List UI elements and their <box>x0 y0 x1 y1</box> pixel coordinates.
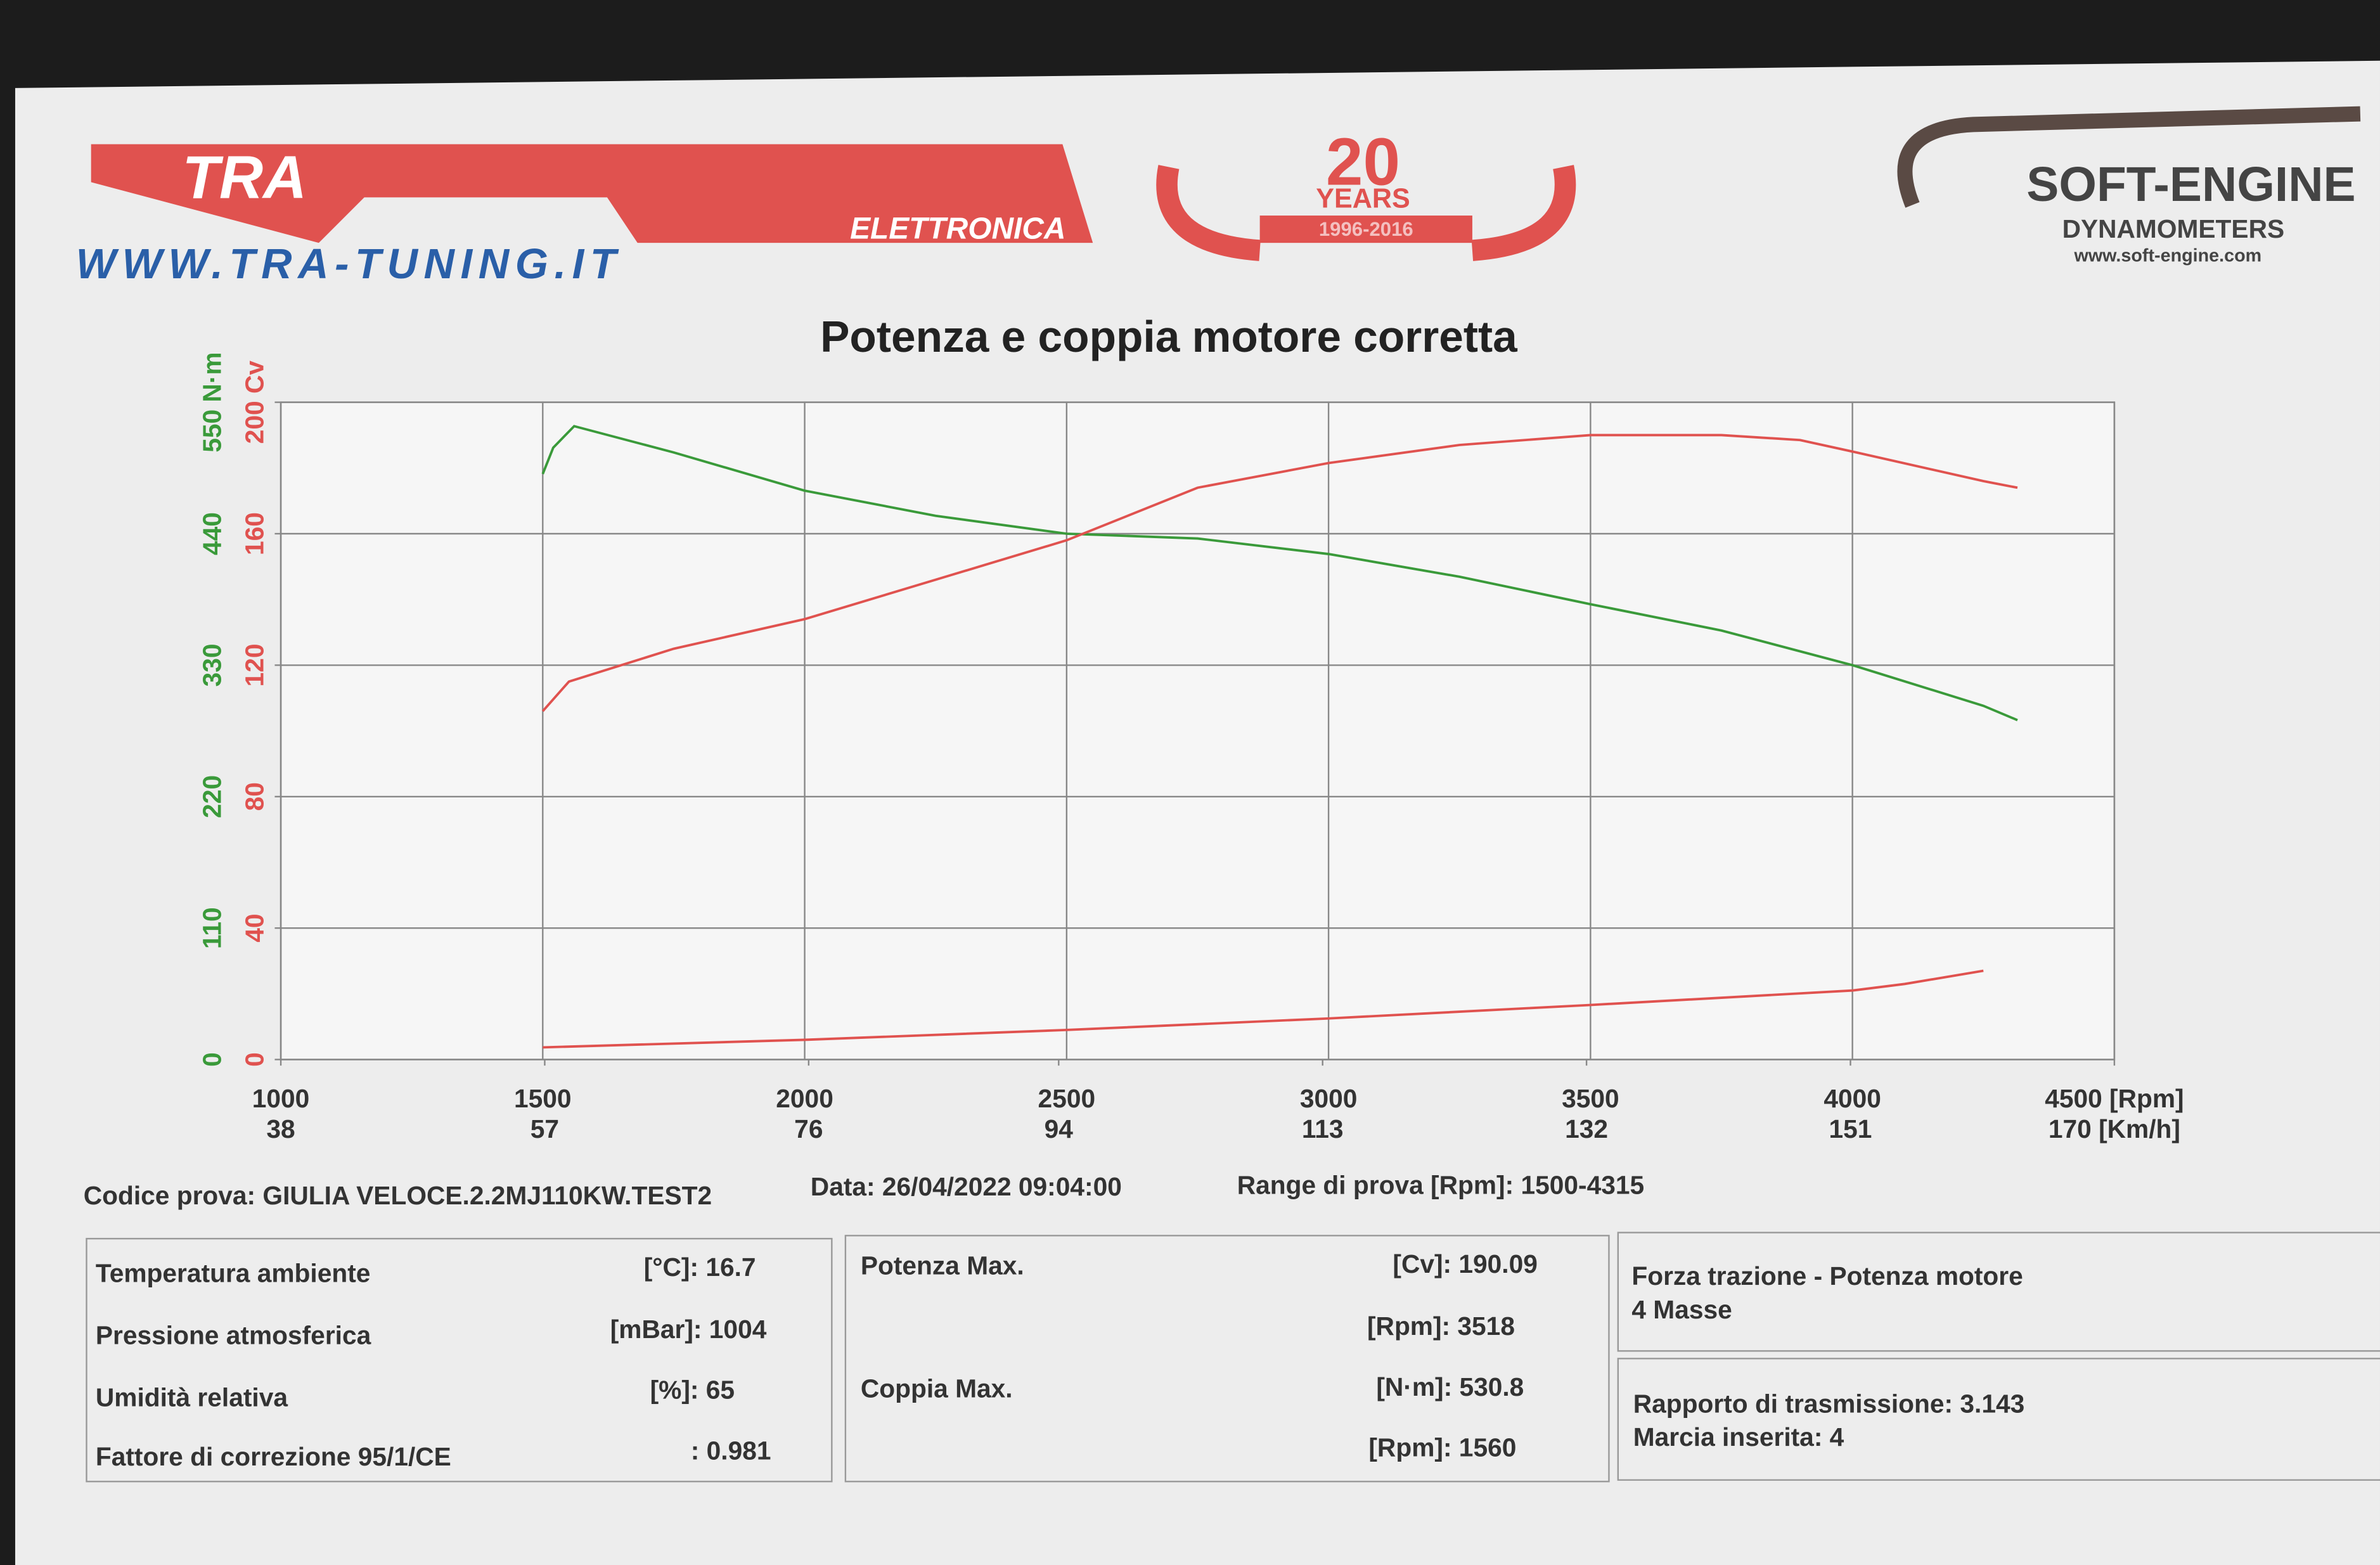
maximum-value: [N·m]: 530.8 <box>1376 1372 1524 1401</box>
maximum-label: Potenza Max. <box>861 1251 1024 1280</box>
condition-label: Umidità relativa <box>96 1383 288 1412</box>
x2-tick-label: 76 <box>794 1114 823 1143</box>
logo-text: TRA <box>182 144 307 212</box>
maximum-rpm: [Rpm]: 3518 <box>1367 1311 1515 1341</box>
x2-tick-label: 170 [Km/h] <box>2049 1114 2180 1143</box>
test-range: Range di prova [Rpm]: 1500-4315 <box>1237 1170 1644 1199</box>
y2-tick-label: 160 <box>240 512 269 555</box>
y2-tick-label: 200 Cv <box>240 361 269 444</box>
conditions-box <box>86 1237 833 1483</box>
gear-selected: Marcia inserita: 4 <box>1633 1422 1844 1452</box>
y-tick-label: 440 <box>197 512 226 555</box>
maxima-box <box>844 1235 1610 1483</box>
y-tick-label: 550 N·m <box>197 352 226 452</box>
test-date: Data: 26/04/2022 09:04:00 <box>811 1172 1122 1201</box>
x2-tick-label: 94 <box>1045 1114 1074 1143</box>
maximum-rpm: [Rpm]: 1560 <box>1368 1433 1516 1462</box>
softengine-swoosh <box>1897 106 2361 208</box>
logo-shape <box>91 144 1093 243</box>
gear-box <box>1617 1358 2380 1481</box>
anniversary-word: YEARS <box>1316 183 1410 214</box>
series-line <box>541 425 2018 721</box>
maximum-value: [Cv]: 190.09 <box>1393 1249 1538 1278</box>
x-tick-label: 3000 <box>1300 1084 1358 1113</box>
x2-tick-label: 151 <box>1829 1114 1872 1143</box>
x-tick-label: 2500 <box>1038 1084 1096 1113</box>
chart: 1000 1500 2000 2500 3000 3500 4000 4500 [Rpm]38… <box>197 352 2184 1143</box>
x2-tick-label: 113 <box>1302 1114 1344 1143</box>
x-tick-label: 2000 <box>776 1084 833 1113</box>
condition-label: Temperatura ambiente <box>96 1258 371 1287</box>
condition-value: [°C]: 16.7 <box>644 1253 756 1282</box>
x2-tick-label: 132 <box>1565 1114 1608 1143</box>
y2-tick-label: 40 <box>240 914 269 943</box>
mode-masses: 4 Masse <box>1631 1295 1732 1324</box>
condition-value: [%]: 65 <box>650 1375 735 1405</box>
y-tick-label: 110 <box>197 907 226 949</box>
series-line <box>543 969 1984 1049</box>
y2-tick-label: 120 <box>240 643 269 686</box>
plot-area <box>280 401 2116 1060</box>
gear-ratio: Rapporto di trasmissione: 3.143 <box>1633 1389 2025 1418</box>
test-code: Codice prova: GIULIA VELOCE.2.2MJ110KW.T… <box>84 1181 712 1210</box>
x2-tick-label: 57 <box>531 1114 559 1143</box>
y-tick-label: 220 <box>197 775 226 818</box>
x-tick-label: 3500 <box>1562 1084 1619 1113</box>
y-tick-label: 0 <box>197 1052 226 1067</box>
mode-title: Forza trazione - Potenza motore <box>1631 1261 2023 1291</box>
anniversary-years: 1996-2016 <box>1319 218 1413 240</box>
mode-box <box>1617 1232 2380 1352</box>
laurel <box>1156 165 1576 261</box>
website: WWW.TRA-TUNING.IT <box>76 240 622 288</box>
logo-right: SOFT-ENGINE <box>2026 158 2355 212</box>
x-tick-label: 1000 <box>252 1084 310 1113</box>
condition-label: Fattore di correzione 95/1/CE <box>96 1442 451 1471</box>
y-tick-label: 330 <box>197 643 226 686</box>
logo-sub: ELETTRONICA <box>850 212 1065 246</box>
condition-value: [mBar]: 1004 <box>610 1315 767 1344</box>
condition-label: Pressione atmosferica <box>96 1321 371 1350</box>
logo-right-sub: DYNAMOMETERS <box>2062 214 2285 243</box>
y2-tick-label: 80 <box>240 782 269 811</box>
x-tick-label: 1500 <box>514 1084 572 1113</box>
x-tick-label: 4500 [Rpm] <box>2045 1084 2184 1113</box>
ribbon <box>1259 216 1472 243</box>
x2-tick-label: 38 <box>266 1114 295 1143</box>
chart-title: Potenza e coppia motore corretta <box>820 312 1518 361</box>
series-line <box>541 434 2018 712</box>
y2-tick-label: 0 <box>240 1052 269 1067</box>
anniversary: 20 <box>1326 125 1400 199</box>
x-tick-label: 4000 <box>1824 1084 1881 1113</box>
maximum-label: Coppia Max. <box>861 1374 1013 1403</box>
logo-right-url: www.soft-engine.com <box>2073 245 2261 266</box>
condition-value: : 0.981 <box>691 1436 771 1465</box>
